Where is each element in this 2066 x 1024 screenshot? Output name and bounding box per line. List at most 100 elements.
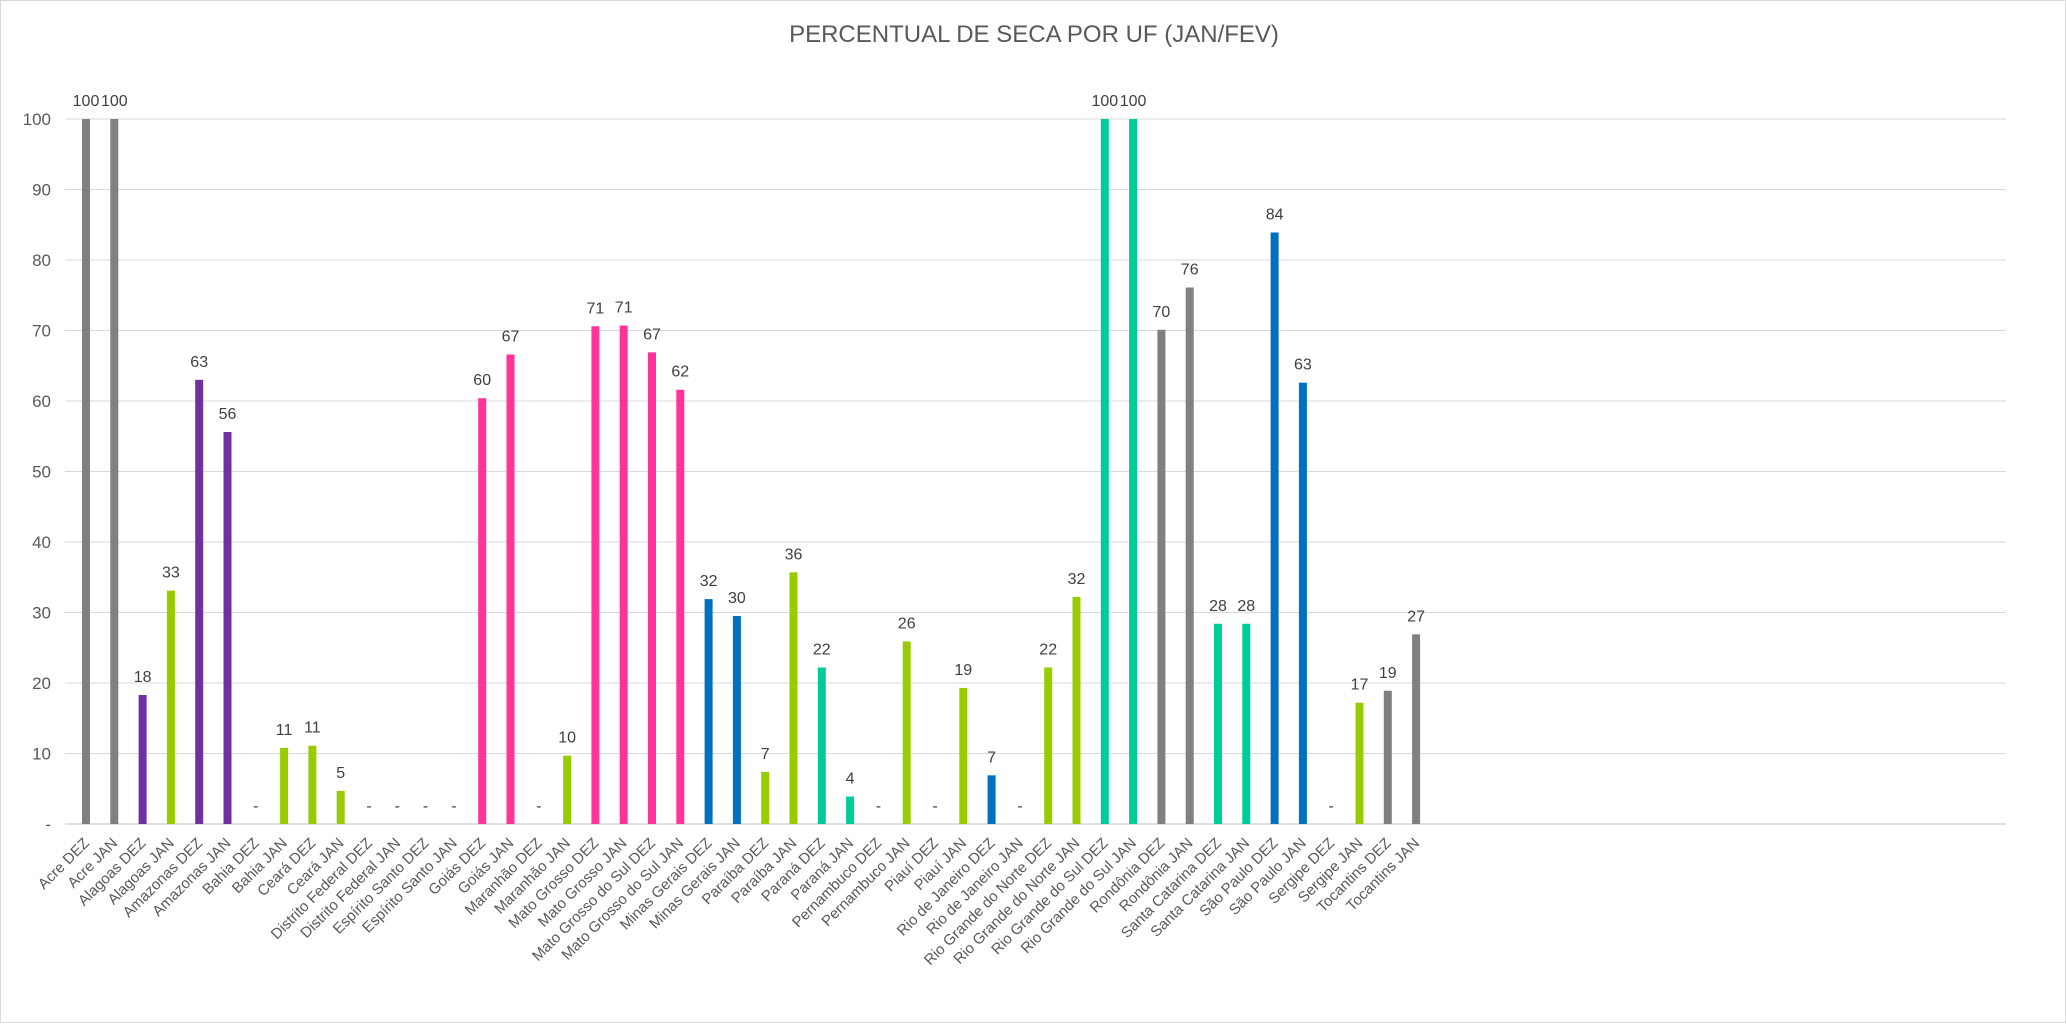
bar — [846, 796, 855, 824]
data-label: 62 — [671, 364, 689, 381]
bar — [223, 432, 232, 824]
y-tick-label: 40 — [32, 533, 51, 552]
bar — [138, 694, 147, 824]
y-tick-label: 80 — [32, 251, 51, 270]
data-label: 28 — [1237, 598, 1255, 615]
data-label: 19 — [1379, 665, 1397, 682]
bar — [110, 119, 119, 824]
data-label: 7 — [761, 746, 770, 763]
data-label: - — [536, 798, 541, 815]
bar — [648, 352, 656, 824]
bar — [1157, 329, 1166, 824]
data-label: 22 — [1039, 641, 1057, 658]
data-label: - — [253, 798, 258, 815]
data-label: 100 — [1120, 93, 1147, 110]
y-tick-label: 90 — [32, 181, 51, 200]
data-label: 84 — [1266, 207, 1284, 224]
bar — [704, 599, 713, 824]
bar — [1412, 634, 1421, 824]
bar — [1129, 119, 1138, 824]
data-label: - — [1017, 798, 1022, 815]
data-label: - — [395, 798, 400, 815]
data-label: 26 — [898, 615, 916, 632]
bar — [1214, 623, 1222, 824]
data-label: 100 — [73, 93, 100, 110]
bar — [619, 325, 628, 824]
bar — [817, 667, 826, 824]
bar — [1298, 382, 1307, 824]
y-axis-ticks: - 10 20 30 40 50 60 70 80 90 100 — [23, 110, 51, 834]
data-label: 60 — [473, 372, 491, 389]
data-label: 17 — [1351, 677, 1369, 694]
y-tick-label: 60 — [32, 392, 51, 411]
data-label: - — [1329, 798, 1334, 815]
data-label: 7 — [987, 749, 996, 766]
bar — [1270, 232, 1279, 824]
bar — [676, 389, 685, 824]
data-label: 100 — [101, 93, 128, 110]
bar — [987, 775, 996, 824]
data-label: 63 — [190, 354, 208, 371]
y-tick-label: 20 — [32, 674, 51, 693]
data-label: 19 — [954, 662, 972, 679]
data-label: 63 — [1294, 357, 1312, 374]
data-label: 10 — [558, 730, 576, 747]
bar — [789, 572, 798, 824]
gridlines — [65, 118, 2006, 825]
data-label: 71 — [587, 300, 605, 317]
bar — [478, 398, 487, 824]
data-label: 71 — [615, 300, 633, 317]
y-tick-label: - — [45, 815, 51, 834]
y-tick-label: 30 — [32, 604, 51, 623]
data-label: 70 — [1153, 304, 1171, 321]
bar — [563, 755, 572, 824]
bar — [1185, 287, 1194, 824]
bar — [1100, 119, 1109, 824]
bar — [1242, 623, 1251, 824]
data-label: - — [423, 798, 428, 815]
bar — [195, 379, 204, 824]
bar — [506, 354, 515, 824]
bar — [591, 326, 600, 824]
data-label: 67 — [502, 328, 520, 345]
y-tick-label: 50 — [32, 463, 51, 482]
bar — [761, 771, 770, 824]
data-label: 76 — [1181, 261, 1199, 278]
data-label: - — [876, 798, 881, 815]
data-label: 4 — [846, 771, 855, 788]
data-label: - — [932, 798, 937, 815]
data-label: 11 — [276, 722, 293, 739]
bar — [902, 641, 911, 824]
bar — [732, 616, 741, 824]
y-tick-label: 10 — [32, 745, 51, 764]
data-label: 32 — [1068, 571, 1086, 588]
chart-title: PERCENTUAL DE SECA POR UF (JAN/FEV) — [789, 21, 1279, 48]
bar — [959, 687, 968, 824]
data-label: 33 — [162, 565, 180, 582]
y-tick-label: 100 — [23, 110, 51, 129]
y-tick-label: 70 — [32, 322, 51, 341]
data-label: 5 — [336, 765, 345, 782]
data-label: 28 — [1209, 598, 1227, 615]
data-label: - — [366, 798, 371, 815]
bar — [336, 790, 345, 824]
bar — [82, 119, 90, 824]
data-label: - — [451, 798, 456, 815]
bar — [1044, 667, 1053, 824]
bars — [82, 119, 1421, 824]
bar — [1355, 702, 1364, 824]
data-label: 56 — [219, 406, 237, 423]
data-label: 30 — [728, 590, 746, 607]
bar — [308, 745, 317, 824]
data-label: 32 — [700, 573, 718, 590]
bar — [1383, 690, 1392, 824]
data-label: 22 — [813, 641, 831, 658]
bar — [166, 590, 175, 824]
data-label: 36 — [785, 546, 803, 563]
data-label: 67 — [643, 326, 661, 343]
data-label: 27 — [1407, 608, 1425, 625]
data-label: 100 — [1091, 93, 1118, 110]
